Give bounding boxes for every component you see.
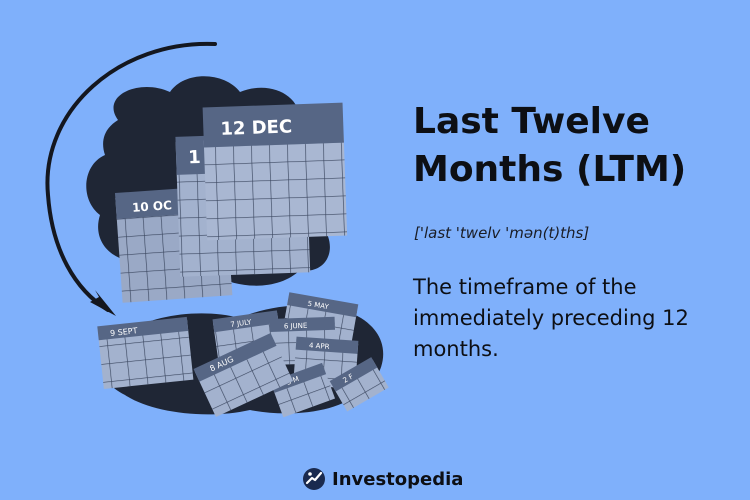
calendar-february: 2 F [329,357,389,412]
calendar-august: 8 AUG [193,333,293,417]
calendar-march: 3 M [270,362,336,418]
investopedia-logo-icon [303,468,325,490]
brand-name: Investopedia [332,468,464,490]
definition-text: The timeframe of the immediately precedi… [413,275,689,361]
calendar-label-july: 7 JULY [230,318,253,329]
arrowhead-icon [90,290,116,316]
calendar-december: 12 DEC [202,102,348,241]
calendar-illustration: 10 OC 1 12 DEC 9 SEPT 5 MAY 7 JULY 6 J [45,41,389,418]
curved-arrow-icon [45,41,217,312]
calendar-label-april: 4 APR [309,342,330,351]
page-title: Last Twelve Months (LTM) [413,98,743,194]
calendar-label-october: 10 OC [132,198,173,215]
brand-logo: Investopedia [302,466,463,492]
calendar-label-june: 6 JUNE [284,322,308,331]
calendar-label-september: 9 SEPT [110,326,138,338]
calendar-label-november: 1 [188,147,201,168]
pronunciation: ['last 'twelv 'mən(t)ths] [414,224,590,242]
calendar-september: 9 SEPT [97,316,194,389]
title-line-2: Months (LTM) [413,149,687,190]
title-line-1: Last Twelve [413,101,650,142]
calendar-label-december: 12 DEC [220,116,292,139]
calendar-label-may: 5 MAY [307,300,330,312]
